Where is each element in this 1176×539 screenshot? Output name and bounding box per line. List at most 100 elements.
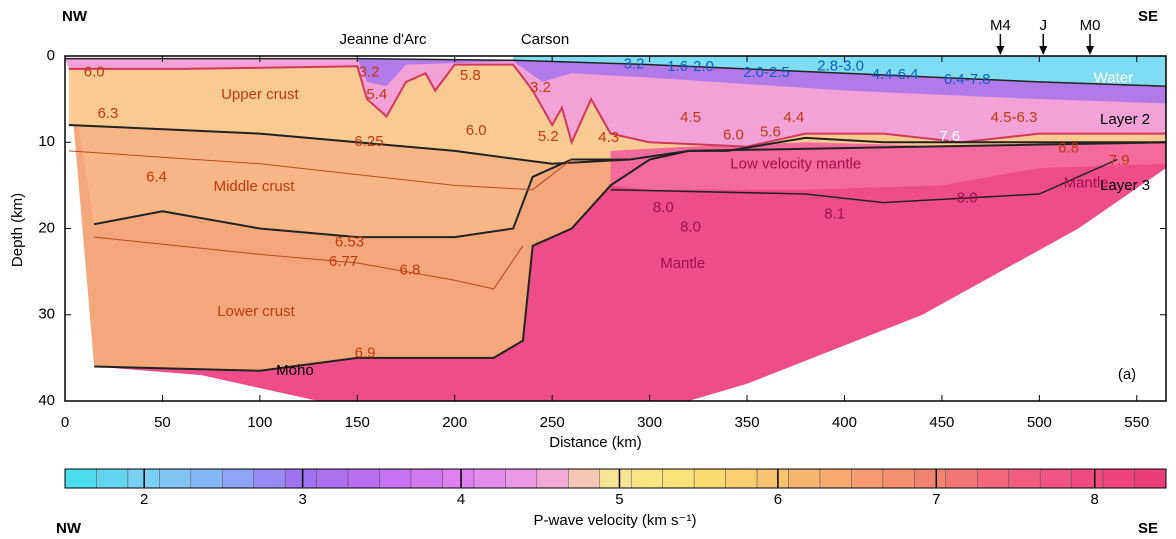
velocity-label: 6.0 [84, 63, 105, 80]
x-tick-label: 500 [1027, 414, 1052, 431]
x-tick-label: 450 [929, 414, 954, 431]
velocity-label: 5.2 [538, 128, 559, 145]
marker-label: M0 [1080, 17, 1101, 34]
y-tick-label: 10 [38, 133, 55, 150]
region-label: (a) [1118, 366, 1136, 383]
marker-arrowhead [1086, 46, 1095, 55]
velocity-label: 2.0-2.5 [743, 64, 790, 81]
velocity-label: 6.4 [146, 169, 167, 186]
marker-arrowhead [1039, 46, 1048, 55]
velocity-label: 6.77 [329, 253, 358, 270]
velocity-label: 5.4 [366, 86, 387, 103]
colorbar-cell [284, 468, 317, 489]
colorbar-cell [159, 468, 192, 489]
colorbar-cell [568, 468, 601, 489]
contour [68, 150, 573, 191]
marker-label: M4 [990, 17, 1011, 34]
x-tick-label: 0 [61, 414, 69, 431]
colorbar-cell [882, 468, 915, 489]
x-axis-label: Distance (km) [549, 434, 642, 451]
region-label: Lower crust [217, 303, 295, 320]
velocity-label: 4.3 [598, 129, 619, 146]
velocity-label: 5.6 [760, 124, 781, 141]
colorbar-label: P-wave velocity (km s⁻¹) [534, 512, 697, 529]
velocity-label: 6.53 [335, 233, 364, 250]
velocity-label: 6.3 [97, 105, 118, 122]
velocity-label: 3.2 [624, 56, 645, 73]
colorbar-cell [379, 468, 412, 489]
colorbar-cell [819, 468, 852, 489]
velocity-label: 8.0 [653, 199, 674, 216]
y-tick-label: 40 [38, 392, 55, 409]
region-label: Low velocity mantle [730, 156, 861, 173]
direction-label: SE [1138, 8, 1158, 25]
colorbar: 2 3 4 5 6 7 8 [64, 468, 1167, 508]
basement-line [68, 63, 1166, 148]
x-tick-label: 150 [345, 414, 370, 431]
x-tick-label: 350 [735, 414, 760, 431]
velocity-label: 6.0 [723, 126, 744, 143]
velocity-label: 4.4-6.4 [872, 66, 919, 83]
velocity-label: 7.6 [939, 128, 960, 145]
colorbar-tick-label: 4 [457, 491, 465, 508]
basin-label: Carson [521, 31, 569, 48]
direction-label: SE [1138, 520, 1158, 537]
colorbar-cell [316, 468, 349, 489]
colorbar-frame [64, 468, 1167, 489]
velocity-label: 8.0 [957, 189, 978, 206]
colorbar-cell [725, 468, 758, 489]
direction-label: NW [56, 520, 82, 537]
colorbar-cell [1134, 468, 1167, 489]
colorbar-cell [190, 468, 223, 489]
x-tick-label: 400 [832, 414, 857, 431]
velocity-label: 6.4-7.8 [944, 71, 991, 88]
contour [94, 236, 524, 290]
y-axis-label: Depth (km) [9, 193, 26, 267]
low-velocity-mantle [610, 142, 1166, 190]
colorbar-cell [693, 468, 726, 489]
y-tick-label: 0 [47, 47, 55, 64]
velocity-label: 2.8-3.0 [817, 57, 864, 74]
velocity-label: 8.1 [824, 206, 845, 223]
colorbar-cell [599, 468, 632, 489]
colorbar-cell [536, 468, 569, 489]
colorbar-cell [442, 468, 475, 489]
region-label: Layer 2 [1100, 111, 1150, 128]
velocity-label: 6.25 [354, 133, 383, 150]
colorbar-cell [96, 468, 129, 489]
velocity-label: 6.8 [399, 262, 420, 279]
mantle [94, 137, 1167, 401]
colorbar-cell [505, 468, 538, 489]
colorbar-tick-label: 5 [615, 491, 623, 508]
colorbar-tick-label: 8 [1091, 491, 1099, 508]
colorbar-tick-label: 6 [774, 491, 782, 508]
velocity-label: 6.9 [355, 345, 376, 362]
velocity-label: 6.0 [466, 122, 487, 139]
marker-arrowhead [996, 46, 1005, 55]
region-label: Upper crust [221, 86, 299, 103]
velocity-label: 5.8 [460, 67, 481, 84]
x-tick-label: 200 [442, 414, 467, 431]
colorbar-cell [1102, 468, 1135, 489]
x-tick-label: 300 [637, 414, 662, 431]
y-tick-label: 20 [38, 219, 55, 236]
x-tick-label: 550 [1124, 414, 1149, 431]
velocity-label: 4.5 [680, 109, 701, 126]
region-label: Layer 3 [1100, 177, 1150, 194]
colorbar-cell [64, 468, 97, 489]
colorbar-cell [222, 468, 254, 489]
marker-label: J [1039, 17, 1047, 34]
moho-line [94, 136, 1166, 372]
velocity-label: 1.6-2.0 [667, 58, 714, 75]
velocity-label: 4.5-6.3 [991, 109, 1038, 126]
colorbar-cell [756, 468, 789, 489]
colorbar-cell [851, 468, 884, 489]
velocity-label: 3.2 [530, 79, 551, 96]
region-label: Water [1094, 69, 1133, 86]
velocity-label: 6.8 [1058, 139, 1079, 156]
region-label: Moho [276, 362, 314, 379]
colorbar-cell [914, 468, 947, 489]
colorbar-cell [662, 468, 695, 489]
middle-crust-base [94, 158, 631, 239]
colorbar-tick-label: 3 [298, 491, 306, 508]
